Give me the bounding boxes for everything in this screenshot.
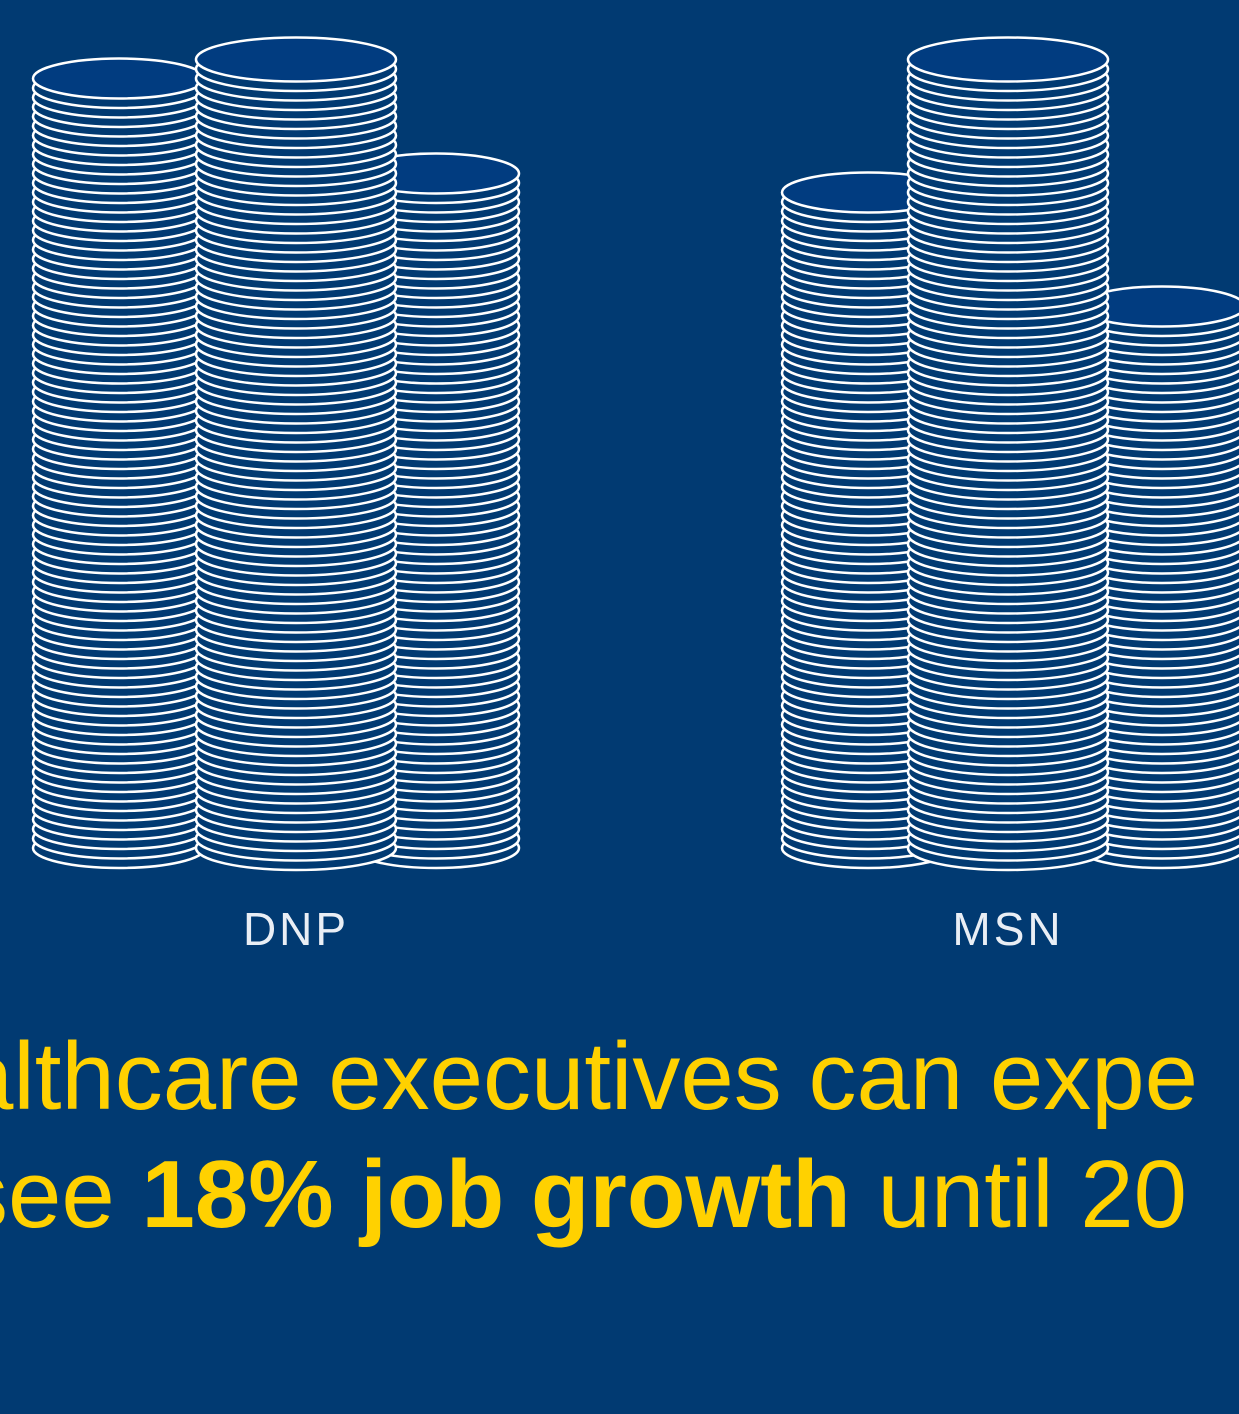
caption-line-2-suffix: until 20 xyxy=(850,1141,1188,1248)
coin xyxy=(31,57,207,100)
coin-stack-msn-2 xyxy=(906,36,1110,872)
caption-line-1: althcare executives can expe xyxy=(0,1023,1199,1130)
group-label-dnp: DNP xyxy=(242,903,350,955)
coin-stack-dnp-2 xyxy=(194,36,398,872)
coin xyxy=(906,36,1110,83)
coin-stack-dnp-1 xyxy=(31,57,207,870)
group-label-msn: MSN xyxy=(952,903,1064,955)
caption-line-2: see 18% job growth until 20 xyxy=(0,1136,1187,1254)
coin xyxy=(194,36,398,83)
caption-highlight: 18% job growth xyxy=(141,1141,851,1248)
coin-stack-chart xyxy=(31,36,1239,872)
caption-line-2-prefix: see xyxy=(0,1141,115,1248)
